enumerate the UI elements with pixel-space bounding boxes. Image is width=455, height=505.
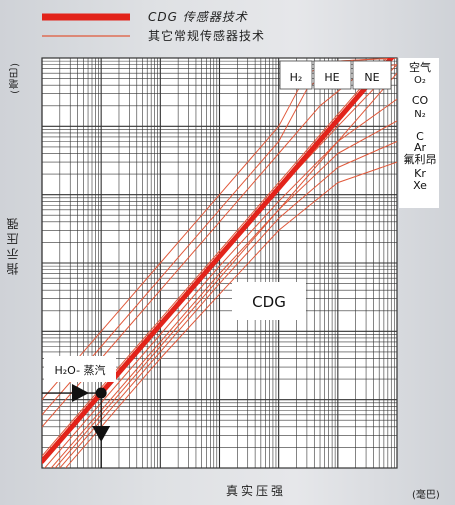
he-label-box	[313, 60, 352, 90]
arrow-right-icon	[72, 384, 89, 403]
h2o-label: H₂O- 蒸汽	[54, 363, 105, 377]
legend-label-cdg: CDG 传感器技术	[148, 10, 248, 24]
right-label-2: CO	[412, 94, 429, 107]
x-axis-label: 真实压强	[226, 484, 287, 498]
arrow-down-icon	[92, 426, 111, 442]
ne-label: NE	[364, 71, 379, 84]
right-label-7: Kr	[414, 167, 426, 180]
h2-label: H₂	[290, 71, 303, 84]
he-label: HE	[324, 71, 339, 84]
legend-label-other: 其它常规传感器技术	[148, 29, 266, 43]
label-boxes	[44, 58, 439, 382]
cdg-center-label: CDG	[252, 293, 286, 311]
example-point	[95, 387, 107, 399]
right-label-8: Xe	[413, 179, 427, 192]
plot-border	[41, 57, 398, 469]
h2o-label-box	[44, 356, 116, 382]
legend-swatch-cdg	[42, 13, 130, 20]
right-label-3: N₂	[414, 109, 426, 120]
legend-item-other: 其它常规传感器技术	[40, 27, 265, 44]
right-label-6: 氟利昂	[404, 153, 437, 166]
legend-item-cdg: CDG 传感器技术	[40, 8, 248, 25]
cdg-label-box	[232, 282, 306, 320]
right-label-4: C	[416, 130, 424, 143]
right-label-0: 空气	[409, 60, 431, 74]
example-marks	[42, 384, 111, 468]
right-labels-box	[399, 58, 439, 208]
x-unit: (毫巴)	[412, 490, 440, 501]
right-label-5: Ar	[414, 141, 427, 154]
legend-swatch-other	[42, 34, 130, 37]
h2-label-box	[279, 60, 313, 90]
right-label-1: O₂	[414, 75, 426, 86]
ne-label-box	[352, 60, 392, 90]
